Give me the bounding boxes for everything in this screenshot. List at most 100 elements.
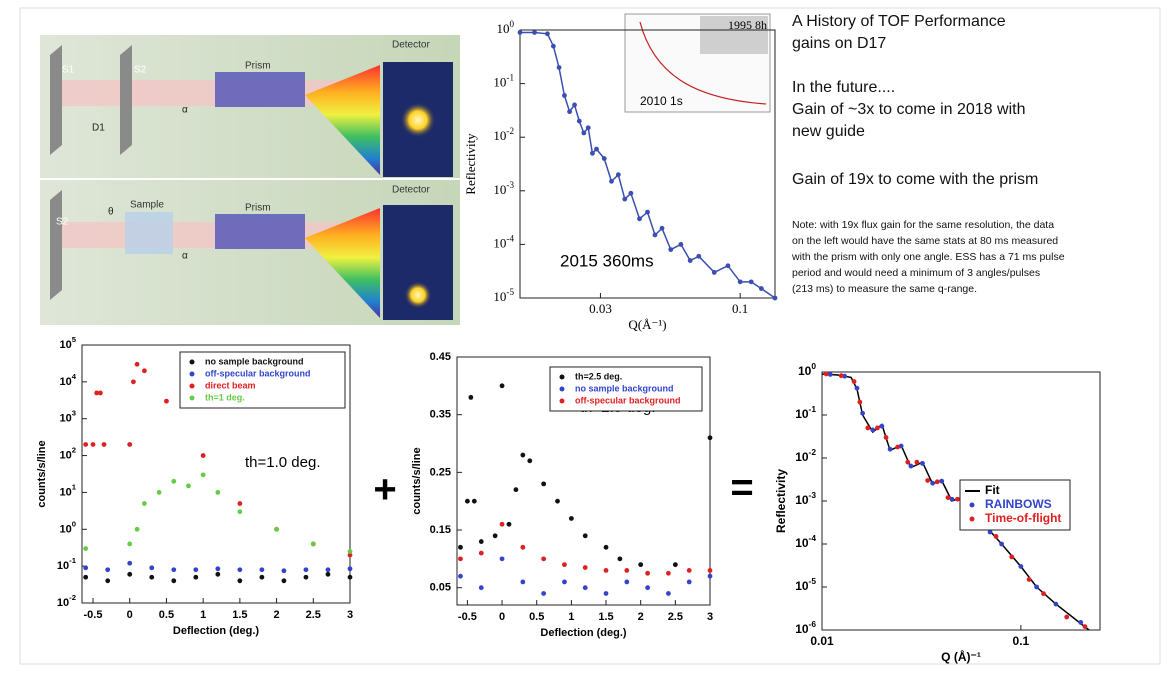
data-point: [666, 591, 671, 596]
data-point: [934, 479, 940, 485]
data-point: [171, 478, 177, 484]
data-point: [134, 526, 140, 532]
y-tick-label: 100: [798, 361, 816, 378]
diagram-label: D1: [92, 123, 105, 134]
text-line: Gain of 19x to come with the prism: [792, 171, 1038, 188]
data-point: [281, 568, 287, 574]
tick-base: 10: [57, 560, 69, 572]
data-point: [142, 501, 147, 506]
data-point: [193, 574, 199, 580]
y-tick-label: 0.25: [430, 466, 451, 478]
data-point: [603, 567, 609, 573]
text-block: A History of TOF Performance gains on D1…: [792, 13, 1038, 188]
data-point: [274, 526, 279, 532]
x-tick-label: 1.5: [232, 609, 247, 621]
x-tick-label: 3: [707, 611, 713, 623]
data-point: [609, 178, 614, 184]
data-point: [823, 371, 829, 377]
x-tick-label: 0: [127, 609, 133, 621]
data-point: [895, 444, 901, 450]
data-point: [624, 567, 630, 573]
data-point: [908, 463, 914, 469]
data-point: [737, 279, 743, 285]
y-tick-label: 0.15: [430, 524, 451, 536]
y-tick-label: 102: [59, 446, 76, 462]
data-point: [624, 579, 630, 585]
tick-exponent: -6: [809, 619, 817, 629]
tick-exponent: -1: [506, 73, 514, 83]
data-point: [1009, 554, 1015, 560]
prism-diagram: S1 S2 D1 α Prism Detector S2 Sample θ α …: [40, 35, 460, 325]
diagram-label: S2: [56, 217, 69, 228]
data-point: [582, 565, 588, 570]
plot-frame: [456, 356, 711, 606]
data-point: [1064, 614, 1070, 620]
y-tick-label: 0.05: [430, 582, 451, 594]
data-point: [303, 574, 309, 580]
x-tick-label: 1: [200, 609, 206, 621]
data-point: [200, 472, 206, 478]
y-tick-label: 10-2: [795, 447, 816, 464]
legend-label: off-specular background: [575, 395, 681, 405]
data-point: [645, 585, 651, 591]
x-tick-label: 2.5: [668, 611, 683, 623]
data-point: [541, 556, 547, 562]
data-point: [142, 368, 147, 374]
legend-swatch: [559, 398, 565, 404]
plot-frame: [519, 29, 776, 299]
tick-exponent: -4: [809, 533, 817, 543]
text-line: Gain of ~3x to come in 2018 with: [792, 101, 1025, 118]
inset-panel: [700, 16, 768, 54]
annotation: 2015 360ms: [560, 251, 654, 270]
x-tick-label: 0.5: [529, 611, 544, 623]
tick-base: 10: [493, 75, 506, 90]
data-point: [1041, 591, 1046, 597]
tick-exponent: -2: [69, 593, 76, 602]
legend-swatch: [559, 374, 565, 380]
legend-swatch: [969, 502, 975, 508]
data-point: [582, 585, 588, 591]
data-point: [562, 93, 567, 98]
data-point: [707, 573, 713, 579]
y-tick-label: 100: [496, 19, 514, 36]
data-point: [711, 270, 717, 275]
data-point: [127, 560, 133, 566]
data-point: [550, 43, 556, 49]
y-tick-label: 10-1: [795, 404, 816, 421]
legend-swatch: [559, 386, 565, 392]
diagram-label: Detector: [392, 40, 430, 51]
data-point: [914, 459, 920, 465]
tick-exponent: -3: [506, 180, 514, 190]
y-tick-label: 10-1: [493, 73, 514, 90]
data-point: [200, 453, 206, 458]
data-point: [838, 373, 844, 379]
data-point: [555, 498, 560, 504]
note-line: on the left would have the same stats at…: [792, 235, 1058, 247]
data-point: [458, 556, 463, 562]
legend-swatch: [189, 371, 195, 377]
x-tick-label: 3: [347, 609, 353, 621]
data-point: [149, 565, 155, 571]
y-axis-label: counts/s/line: [411, 447, 423, 514]
data-point: [215, 566, 221, 572]
legend-label: th=2.5 deg.: [575, 371, 622, 381]
data-point: [652, 232, 658, 238]
x-tick-label: 1.5: [598, 611, 613, 623]
data-point: [492, 533, 498, 539]
data-point: [601, 156, 607, 161]
tick-exponent: 0: [811, 361, 816, 371]
data-point: [513, 487, 519, 493]
data-point: [707, 567, 713, 573]
tick-base: 10: [59, 413, 71, 425]
tick-exponent: 5: [72, 335, 77, 344]
legend-label: RAINBOWS: [985, 497, 1052, 511]
tick-base: 10: [59, 486, 71, 498]
data-point: [1026, 577, 1032, 582]
heading: gains on D17: [792, 35, 886, 52]
tick-exponent: 1: [72, 482, 77, 491]
x-tick-label: -0.5: [84, 609, 103, 621]
data-point: [499, 556, 505, 562]
diagram-label: α: [182, 105, 188, 116]
data-point: [215, 490, 221, 495]
